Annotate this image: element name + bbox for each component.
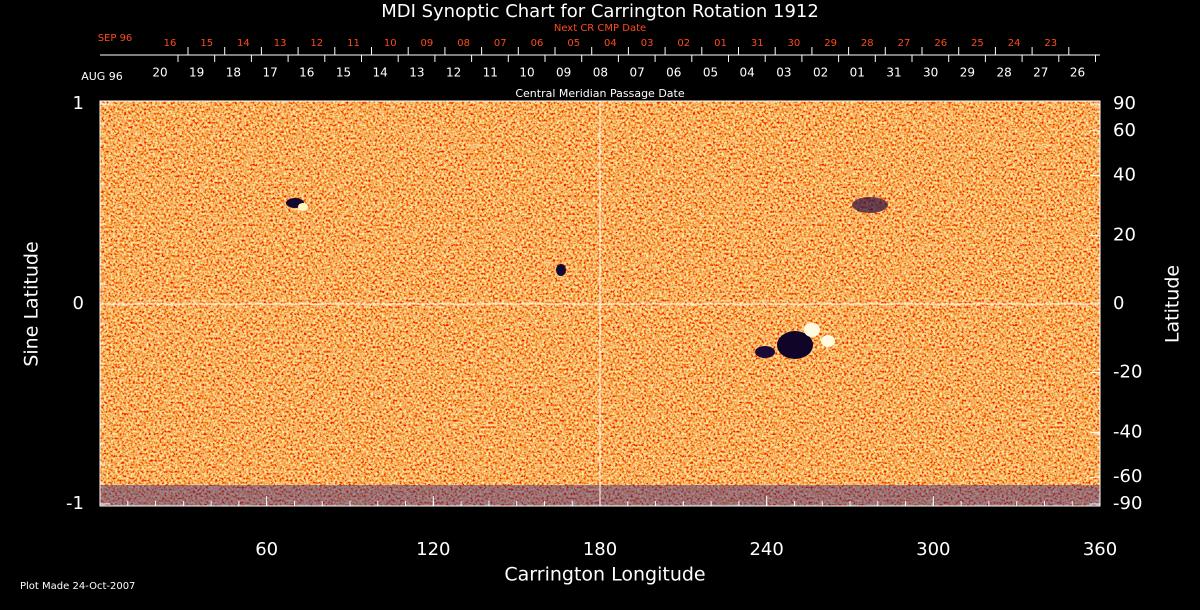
x-tick-label: 360 [1083,539,1117,560]
y2-tick-label: -20 [1113,361,1142,382]
cmp-date: 14 [373,66,388,80]
next-cr-date: 25 [971,38,984,49]
cmp-date: 03 [776,66,791,80]
next-cr-date: 31 [751,38,764,49]
y-tick-label: 1 [73,93,84,114]
x-tick-label: 300 [916,539,950,560]
cmp-date: 10 [519,66,534,80]
next-cr-date: 07 [494,38,507,49]
footnote: Plot Made 24-Oct-2007 [20,581,135,592]
cmp-date: 04 [740,66,755,80]
cmp-date: 05 [703,66,718,80]
cmp-date: 31 [886,66,901,80]
x-tick-label: 60 [255,539,278,560]
y2-tick-label: 90 [1113,93,1136,114]
next-cr-date: 27 [898,38,911,49]
next-cr-date: 02 [677,38,690,49]
x-tick-label: 240 [749,539,783,560]
next-cr-date: 03 [641,38,654,49]
cmp-date: 16 [299,66,314,80]
cmp-date: 28 [996,66,1011,80]
next-cr-date: 09 [421,38,434,49]
next-cr-date: 26 [934,38,947,49]
next-cr-month: SEP 96 [98,33,133,44]
y2-tick-label: -40 [1113,422,1142,443]
cmp-date: 17 [262,66,277,80]
chart-title: MDI Synoptic Chart for Carrington Rotati… [381,1,819,22]
cmp-date: 26 [1070,66,1085,80]
cmp-month: AUG 96 [81,70,123,83]
y2-axis-label: Latitude [1162,265,1184,343]
x-tick-label: 120 [416,539,450,560]
cmp-date: 06 [666,66,681,80]
cmp-date: 20 [152,66,167,80]
cmp-label: Central Meridian Passage Date [515,87,684,100]
cmp-date: 07 [629,66,644,80]
y2-tick-label: 20 [1113,225,1136,246]
cmp-date: 18 [226,66,241,80]
cmp-date: 27 [1033,66,1048,80]
next-cr-date: 16 [164,38,177,49]
next-cr-date: 05 [567,38,580,49]
y2-tick-label: 60 [1113,120,1136,141]
next-cr-date: 08 [457,38,470,49]
cmp-date: 29 [960,66,975,80]
next-cr-date: 14 [237,38,250,49]
y2-tick-label: -60 [1113,466,1142,487]
cmp-date: 15 [336,66,351,80]
next-cr-date: 10 [384,38,397,49]
y2-tick-label: -90 [1113,493,1142,514]
y2-tick-label: 40 [1113,164,1136,185]
y2-tick-label: 0 [1113,293,1124,314]
next-cr-date: 01 [714,38,727,49]
y-axis-label: Sine Latitude [21,241,43,366]
next-cr-date: 06 [531,38,544,49]
cmp-date: 08 [593,66,608,80]
y-tick-label: 0 [73,293,84,314]
next-cr-label: Next CR CMP Date [554,23,646,34]
next-cr-date: 04 [604,38,617,49]
x-axis-label: Carrington Longitude [504,564,705,586]
cmp-date: 13 [409,66,424,80]
next-cr-date: 12 [310,38,323,49]
cmp-date: 11 [483,66,498,80]
cmp-date: 30 [923,66,938,80]
cmp-date: 01 [850,66,865,80]
next-cr-date: 13 [274,38,287,49]
next-cr-date: 15 [200,38,213,49]
cmp-date: 02 [813,66,828,80]
next-cr-date: 28 [861,38,874,49]
y-tick-label: -1 [66,493,84,514]
next-cr-date: 30 [788,38,801,49]
next-cr-date: 29 [824,38,837,49]
next-cr-date: 23 [1044,38,1057,49]
next-cr-date: 11 [347,38,360,49]
cmp-date: 12 [446,66,461,80]
next-cr-date: 24 [1008,38,1021,49]
x-tick-label: 180 [583,539,617,560]
cmp-date: 09 [556,66,571,80]
cmp-date: 19 [189,66,204,80]
